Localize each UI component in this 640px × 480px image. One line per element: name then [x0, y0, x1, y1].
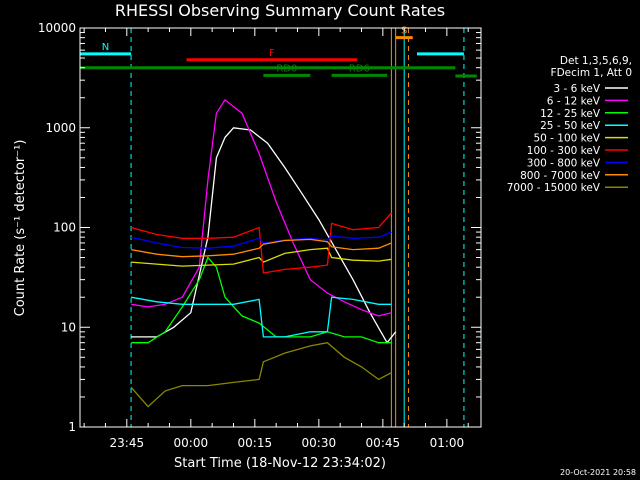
series-line — [130, 296, 392, 338]
y-tick-label: 1000 — [45, 121, 76, 135]
series-line — [130, 238, 392, 258]
series-line — [130, 342, 392, 408]
legend-label: 3 - 6 keV — [553, 83, 600, 95]
annotation-label: F — [269, 48, 275, 59]
legend-label: 6 - 12 keV — [547, 95, 601, 107]
y-tick-label: 10000 — [38, 21, 76, 35]
y-tick-label: 10 — [61, 320, 76, 334]
legend-header: FDecim 1, Att 0 — [551, 67, 632, 79]
annotation-label: N — [102, 42, 109, 53]
chart-title: RHESSI Observing Summary Count Rates — [115, 1, 445, 20]
legend: Det 1,3,5,6,9,FDecim 1, Att 0 3 - 6 keV6 … — [507, 55, 632, 194]
y-tick-label: 100 — [53, 221, 76, 235]
annotation-label: RD6 — [349, 63, 370, 74]
annotation-label: RD0 — [276, 63, 297, 74]
series-line — [131, 256, 392, 344]
x-tick-label: 00:00 — [174, 436, 209, 450]
series-line — [131, 127, 397, 344]
series-line — [131, 247, 392, 267]
axes: 1 10 100 1000 10000 23:45 00:00 00:15 00:30 00:45… — [38, 21, 481, 450]
x-tick-label: 00:45 — [366, 436, 401, 450]
legend-label: 50 - 100 keV — [533, 133, 600, 145]
x-tick-label: 23:45 — [110, 436, 145, 450]
legend-label: 300 - 800 keV — [527, 157, 601, 169]
y-tick-label: 1 — [68, 420, 76, 434]
series-line — [130, 212, 392, 274]
x-axis-label: Start Time (18-Nov-12 23:34:02) — [174, 456, 386, 471]
x-tick-label: 01:00 — [430, 436, 465, 450]
x-tick-label: 00:15 — [238, 436, 273, 450]
series-line — [131, 98, 392, 317]
datestamp: 20-Oct-2021 20:58 — [560, 468, 636, 477]
series-line — [130, 231, 392, 249]
plot-content: NFSRD0RD6 — [79, 26, 477, 427]
legend-header: Det 1,3,5,6,9, — [560, 55, 632, 67]
legend-label: 100 - 300 keV — [527, 145, 601, 157]
legend-label: 12 - 25 keV — [540, 108, 601, 120]
legend-label: 25 - 50 keV — [540, 120, 601, 132]
y-axis-label: Count Rate (s⁻¹ detector⁻¹) — [13, 140, 28, 317]
legend-label: 7000 - 15000 keV — [507, 182, 601, 194]
x-tick-label: 00:30 — [302, 436, 337, 450]
legend-label: 800 - 7000 keV — [520, 170, 601, 182]
